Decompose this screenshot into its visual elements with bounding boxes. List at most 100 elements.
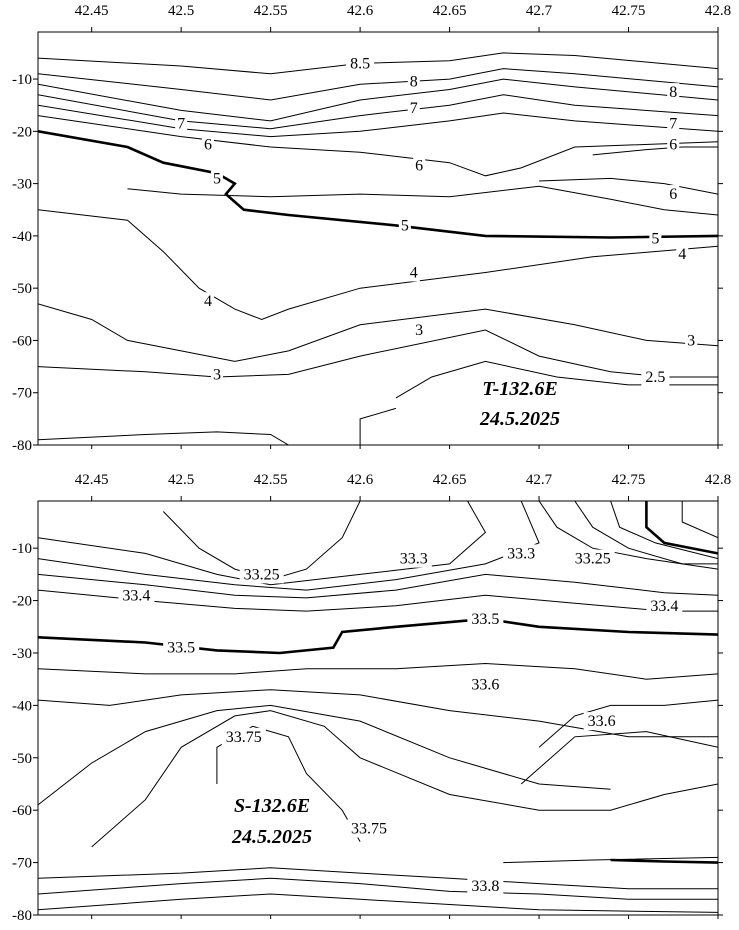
s-y-tick-label: -70 bbox=[12, 856, 32, 872]
t-contour-label-11: 5 bbox=[401, 217, 409, 234]
s-contour-label-12: 33.8 bbox=[471, 878, 499, 895]
t-contour-label-2: 8 bbox=[669, 84, 677, 101]
t-contour-label-9: 6 bbox=[669, 186, 677, 203]
t-contour-label-7: 6 bbox=[415, 157, 423, 174]
s-contour-label-7: 33.5 bbox=[471, 611, 499, 628]
s-isoline-4 bbox=[38, 589, 718, 612]
t-y-tick-label: -70 bbox=[12, 386, 32, 402]
t-x-tick-label: 42.7 bbox=[526, 3, 553, 19]
s-isoline-5 bbox=[38, 617, 718, 655]
s-contour-label-10: 33.75 bbox=[226, 729, 262, 746]
t-isoline-12 bbox=[38, 329, 718, 378]
s-isoline-11 bbox=[38, 662, 718, 680]
s-contour-label-11: 33.75 bbox=[351, 821, 387, 838]
t-isoline-7 bbox=[127, 185, 718, 216]
t-contour-label-6: 6 bbox=[204, 136, 212, 153]
t-contour-label-16: 3 bbox=[415, 322, 423, 339]
t-y-tick-label: -20 bbox=[12, 124, 32, 140]
s-y-tick-label: -40 bbox=[12, 698, 32, 714]
t-x-tick-label: 42.6 bbox=[347, 3, 374, 19]
t-x-tick-label: 42.55 bbox=[254, 3, 288, 19]
s-x-tick-label: 42.7 bbox=[526, 472, 553, 488]
s-contour-label-9: 33.6 bbox=[588, 713, 616, 730]
salinity-panel: 33.25 33.3 33.3 33.25 33.4 33.4 33.5 33.5 33.6 33… bbox=[12, 472, 731, 924]
t-contour-label-14: 4 bbox=[204, 293, 212, 310]
s-x-tick-label: 42.6 bbox=[347, 472, 374, 488]
t-contour-label-18: 3 bbox=[213, 366, 221, 383]
t-plot-frame bbox=[37, 31, 719, 446]
t-y-tick-label: -50 bbox=[12, 281, 32, 297]
s-contour-labels: 33.25 33.3 33.3 33.25 33.4 33.4 33.5 33.5 33.6 33… bbox=[118, 544, 683, 896]
s-y-tick-label: -80 bbox=[12, 908, 32, 924]
s-isoline-20 bbox=[38, 867, 718, 890]
s-isoline-17 bbox=[38, 704, 611, 806]
s-x-tick-label: 42.55 bbox=[254, 472, 288, 488]
s-isoline-2 bbox=[38, 501, 540, 591]
s-contours bbox=[38, 501, 718, 913]
t-contour-label-5: 7 bbox=[669, 115, 677, 132]
t-contour-label-1: 8 bbox=[410, 74, 418, 91]
s-contour-label-2: 33.3 bbox=[507, 545, 535, 562]
t-isoline-15 bbox=[38, 431, 289, 445]
s-isoline-18 bbox=[503, 856, 718, 864]
s-isoline-6 bbox=[645, 501, 718, 555]
t-x-tick-label: 42.45 bbox=[75, 3, 109, 19]
t-y-tick-label: -40 bbox=[12, 229, 32, 245]
s-isoline-3 bbox=[38, 573, 718, 599]
s-isoline-12 bbox=[38, 689, 718, 738]
t-contour-label-12: 5 bbox=[651, 231, 659, 248]
s-isoline-13 bbox=[91, 710, 718, 848]
s-contour-label-1: 33.3 bbox=[400, 551, 428, 568]
s-contour-label-3: 33.25 bbox=[575, 551, 611, 568]
s-isoline-19 bbox=[610, 858, 718, 864]
t-isoline-6 bbox=[592, 146, 718, 156]
s-isoline-1 bbox=[38, 501, 487, 586]
s-x-tick-label: 42.5 bbox=[168, 472, 194, 488]
t-panel-title: T-132.6E bbox=[482, 378, 557, 400]
t-isoline-2 bbox=[38, 78, 718, 122]
s-x-tick-label: 42.65 bbox=[433, 472, 467, 488]
t-y-tick-label: -10 bbox=[12, 72, 32, 88]
t-contour-label-17: 3 bbox=[687, 332, 695, 349]
t-contours bbox=[38, 52, 718, 445]
t-y-tick-label: -60 bbox=[12, 333, 32, 349]
s-y-tick-label: -20 bbox=[12, 594, 32, 610]
t-isoline-9 bbox=[38, 130, 718, 239]
t-isoline-8 bbox=[539, 177, 718, 195]
t-isoline-14 bbox=[359, 407, 397, 445]
t-contour-label-15: 4 bbox=[678, 246, 686, 263]
s-y-tick-label: -30 bbox=[12, 646, 32, 662]
t-panel-date: 24.5.2025 bbox=[479, 408, 560, 430]
t-isoline-3 bbox=[38, 94, 718, 130]
t-isoline-0 bbox=[38, 52, 718, 75]
s-y-tick-label: -60 bbox=[12, 803, 32, 819]
t-contour-label-8: 6 bbox=[669, 136, 677, 153]
s-isoline-15 bbox=[538, 699, 718, 748]
t-contour-label-10: 5 bbox=[213, 170, 221, 187]
s-x-tick-label: 42.75 bbox=[612, 472, 646, 488]
s-isoline-22 bbox=[38, 893, 718, 913]
s-panel-title: S-132.6E bbox=[234, 795, 310, 817]
s-contour-label-6: 33.5 bbox=[167, 640, 195, 657]
t-contour-label-19: 2.5 bbox=[645, 369, 665, 386]
s-x-tick-label: 42.45 bbox=[75, 472, 109, 488]
t-contour-label-13: 4 bbox=[410, 264, 418, 281]
s-y-tick-label: -10 bbox=[12, 541, 32, 557]
s-contour-label-5: 33.4 bbox=[650, 598, 678, 615]
t-x-tick-label: 42.8 bbox=[705, 3, 731, 19]
t-isoline-4 bbox=[38, 104, 718, 138]
t-y-tick-label: -80 bbox=[12, 438, 32, 454]
s-contour-label-0: 33.25 bbox=[244, 566, 280, 583]
s-x-tick-label: 42.8 bbox=[705, 472, 731, 488]
t-contour-label-3: 7 bbox=[177, 115, 185, 132]
t-x-tick-label: 42.65 bbox=[433, 3, 467, 19]
s-contour-label-4: 33.4 bbox=[122, 587, 150, 604]
s-isoline-9 bbox=[610, 501, 718, 560]
t-x-tick-label: 42.5 bbox=[168, 3, 194, 19]
s-y-tick-label: -50 bbox=[12, 751, 32, 767]
s-isoline-10 bbox=[681, 501, 718, 539]
s-panel-date: 24.5.2025 bbox=[231, 826, 312, 848]
